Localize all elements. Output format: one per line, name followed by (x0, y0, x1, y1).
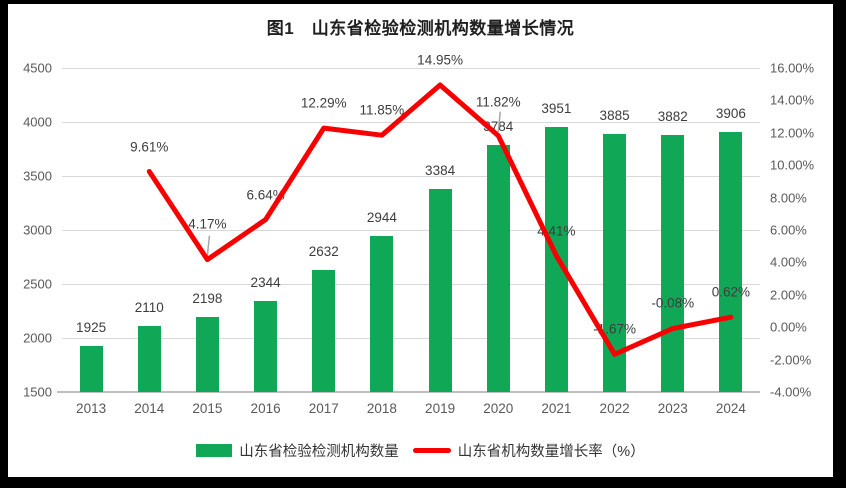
right-axis-tick: -4.00% (770, 384, 812, 400)
legend: 山东省检验检测机构数量 山东省机构数量增长率（%） (8, 440, 833, 461)
bar-2020 (486, 145, 510, 392)
plot-gridline (62, 230, 760, 231)
legend-item-bars: 山东省检验检测机构数量 (196, 440, 399, 461)
bar-value-2019: 3384 (425, 162, 456, 178)
left-axis-tick: 4500 (23, 60, 52, 76)
plot-gridline (62, 338, 760, 339)
x-axis-label-2023: 2023 (657, 401, 688, 416)
growth-label-2023: -0.08% (651, 295, 695, 311)
left-axis-tick: 2000 (23, 330, 52, 346)
bar-value-2013: 1925 (76, 320, 107, 336)
x-axis-label-2020: 2020 (483, 401, 514, 416)
x-axis-label-2018: 2018 (366, 401, 397, 416)
bar-2019 (428, 188, 452, 392)
growth-line-svg (146, 82, 734, 357)
right-axis-tick: 0.00% (770, 319, 807, 335)
bar-2024 (719, 132, 743, 392)
x-axis-label-2022: 2022 (599, 401, 630, 416)
x-axis-label-2017: 2017 (308, 401, 339, 416)
bar-value-2016: 2344 (250, 274, 281, 290)
right-axis-tick: 10.00% (770, 157, 815, 173)
x-axis-label-2024: 2024 (715, 401, 746, 416)
plot-gridline (62, 284, 760, 285)
label-leader-line (206, 235, 211, 256)
bar-2021 (544, 127, 568, 392)
right-axis-tick: 14.00% (770, 92, 815, 108)
chart-title: 图1 山东省检验检测机构数量增长情况 (266, 19, 575, 38)
x-axis-label-2013: 2013 (76, 401, 107, 416)
growth-label-2021: 4.41% (537, 223, 576, 239)
bar-value-2014: 2110 (134, 300, 164, 316)
bar-value-2018: 2944 (366, 210, 397, 226)
bar-value-2017: 2632 (308, 243, 339, 259)
legend-bars-label: 山东省检验检测机构数量 (239, 444, 399, 460)
chart-frame: 图1 山东省检验检测机构数量增长情况 1500 2000 2500 3000 3500 4… (8, 4, 833, 477)
bar-2014 (137, 326, 161, 392)
growth-label-2020: 11.82% (475, 94, 521, 110)
right-axis-tick: 6.00% (770, 222, 807, 238)
x-axis-line (57, 391, 760, 393)
legend-line-label: 山东省机构数量增长率（%） (457, 444, 645, 460)
bar-2015 (195, 316, 219, 392)
bar-2018 (370, 236, 394, 392)
right-axis-tick: 4.00% (770, 254, 807, 270)
growth-label-2015: 4.17% (188, 216, 227, 232)
legend-bar-swatch (196, 444, 233, 457)
right-axis-tick: -2.00% (770, 352, 812, 368)
bar-value-2021: 3951 (541, 101, 572, 117)
growth-label-2016: 6.64% (246, 187, 285, 203)
left-axis-tick: 2500 (23, 276, 52, 292)
plot-gridline (62, 122, 760, 123)
bar-value-2022: 3885 (599, 108, 630, 124)
legend-item-line: 山东省机构数量增长率（%） (412, 440, 645, 461)
x-axis-label-2019: 2019 (425, 401, 456, 416)
bar-value-2020: 3784 (483, 119, 514, 135)
left-axis-tick: 1500 (23, 384, 52, 400)
right-axis-tick: 2.00% (770, 287, 807, 303)
left-axis-tick: 4000 (23, 114, 52, 130)
left-axis-tick: 3500 (23, 168, 52, 184)
left-axis-tick: 3000 (23, 222, 52, 238)
x-axis-label-2014: 2014 (134, 401, 165, 416)
bar-2016 (254, 300, 278, 392)
legend-line-swatch (412, 448, 451, 453)
plot-gridline (62, 176, 760, 177)
right-axis-tick: 12.00% (770, 125, 815, 141)
right-axis-tick: 8.00% (770, 190, 807, 206)
growth-label-2014: 9.61% (130, 139, 169, 155)
x-axis-label-2016: 2016 (250, 401, 281, 416)
x-axis-label-2015: 2015 (192, 401, 223, 416)
plot-area: 1500 2000 2500 3000 3500 4000 4500 -4.00% -2.00%… (8, 4, 833, 477)
growth-label-2022: -1.67% (593, 321, 636, 337)
bar-value-2024: 3906 (715, 106, 746, 122)
growth-label-2017: 12.29% (300, 95, 347, 111)
bar-2023 (661, 134, 685, 392)
growth-label-2019: 14.95% (417, 52, 463, 68)
bar-2022 (603, 134, 627, 392)
bar-value-2015: 2198 (192, 290, 223, 306)
bar-2013 (79, 346, 103, 392)
growth-label-2024: 0.62% (711, 284, 751, 300)
plot-gridline (62, 68, 760, 69)
bar-2017 (312, 269, 336, 392)
bar-value-2023: 3882 (657, 108, 688, 124)
growth-label-2018: 11.85% (359, 102, 405, 118)
right-axis-tick: 16.00% (770, 60, 815, 76)
x-axis-label-2021: 2021 (541, 401, 572, 416)
